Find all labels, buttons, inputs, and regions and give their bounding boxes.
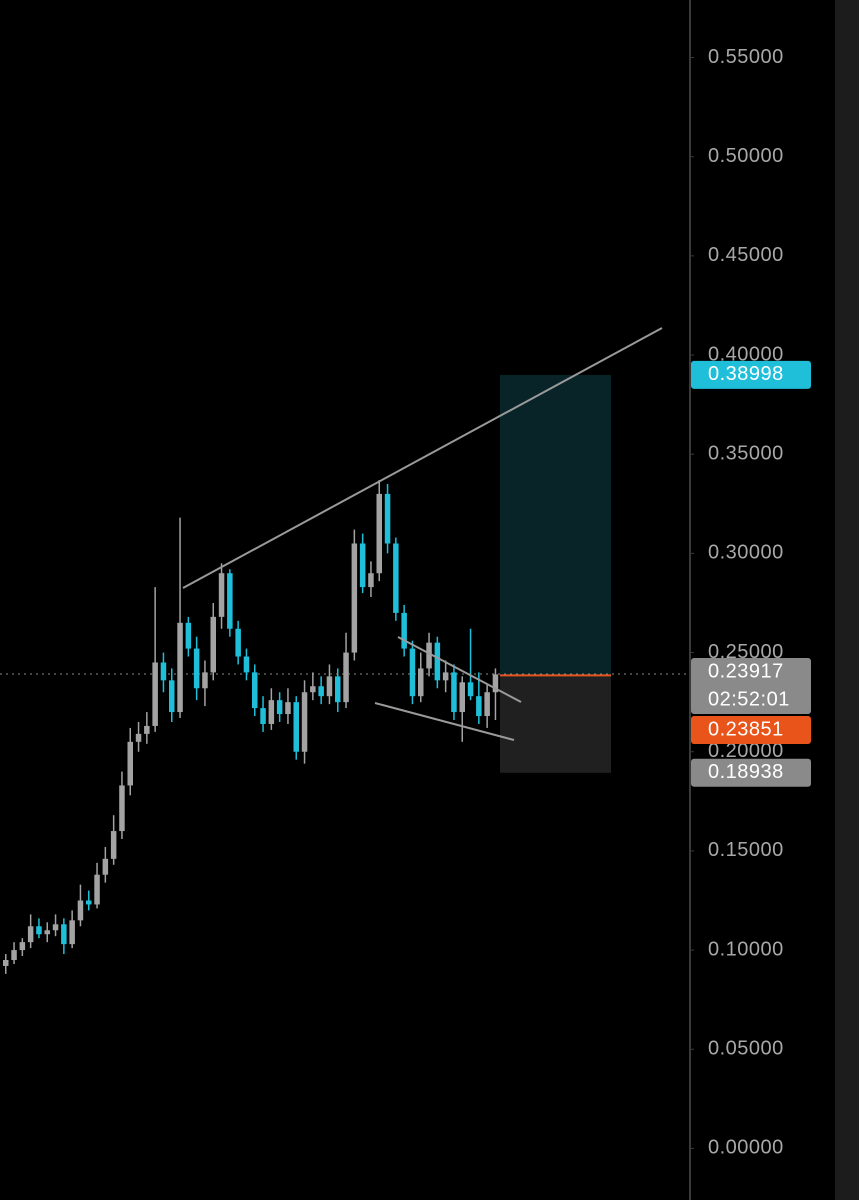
candle-body (492, 674, 499, 693)
candle-body (310, 686, 316, 693)
price-axis: 0.00000 0.05000 0.10000 0.15000 0.20000 0.250… (690, 46, 811, 1159)
y-tick-label: 0.25000 (708, 641, 784, 663)
candle-body (210, 616, 216, 673)
candle-body (351, 543, 358, 653)
candle-body (3, 960, 9, 966)
price-badge-label: 0.38998 (708, 363, 784, 385)
candle-body (86, 900, 92, 905)
y-tick-label: 0.35000 (708, 442, 784, 464)
candle-body (285, 702, 291, 715)
trend-line (374, 702, 515, 741)
candle-body (94, 874, 100, 905)
candle-body (484, 692, 490, 717)
candle-body (335, 676, 341, 703)
scrollbar (835, 0, 859, 1200)
price-badge (691, 360, 811, 389)
candle-body (135, 733, 142, 742)
plot-area (0, 374, 690, 974)
candle-body (343, 652, 349, 703)
candle-body (61, 924, 67, 945)
candle-body (144, 725, 150, 734)
candle-body (252, 672, 258, 709)
y-tick-label: 0.50000 (708, 145, 784, 167)
y-tick-label: 0.10000 (708, 938, 784, 960)
candle-body (359, 543, 366, 588)
candle-body (119, 785, 125, 832)
candle-body (260, 708, 266, 724)
candle-body (376, 493, 382, 574)
price-badge (691, 758, 811, 787)
candle-body (77, 900, 84, 921)
candle-body (393, 543, 399, 613)
candle-body (177, 622, 183, 713)
y-tick-label: 0.00000 (708, 1137, 784, 1159)
candle-body (442, 672, 449, 681)
candle-body (301, 692, 308, 752)
price-badge (691, 658, 811, 715)
y-tick-label: 0.40000 (708, 343, 784, 365)
candle-body (11, 950, 17, 960)
profit-zone (500, 374, 611, 676)
candle-body (268, 700, 275, 724)
candle-body (409, 648, 416, 697)
candle-body (169, 680, 175, 713)
candle-body (434, 642, 441, 681)
candle-body (152, 662, 158, 726)
y-tick-label: 0.55000 (708, 46, 784, 68)
candle-body (418, 668, 424, 697)
candle-body (451, 672, 457, 713)
price-badge-label: 0.23851 (708, 718, 784, 740)
trend-line (397, 636, 522, 703)
countdown-label: 02:52:01 (708, 688, 790, 710)
candle-body (193, 648, 200, 689)
candle-body (293, 702, 299, 752)
candle-body (160, 662, 167, 681)
candle-body (127, 741, 133, 786)
y-tick-label: 0.05000 (708, 1038, 784, 1060)
candle-body (467, 682, 474, 697)
candle-body (426, 642, 432, 669)
candle-body (459, 682, 465, 713)
candle-body (401, 612, 407, 649)
candle-body (69, 920, 75, 945)
candle-body (218, 573, 225, 617)
candle-body (476, 696, 482, 717)
price-badge (691, 716, 811, 745)
y-tick-label: 0.15000 (708, 839, 784, 861)
candle-body (185, 622, 192, 649)
trend-line (182, 327, 663, 589)
candle-body (202, 672, 208, 689)
candle-body (318, 686, 324, 697)
candle-body (276, 700, 283, 715)
price-badge-label: 0.18938 (708, 761, 784, 783)
y-tick-label: 0.20000 (708, 740, 784, 762)
candle-body (36, 926, 42, 935)
candle-body (243, 656, 250, 673)
candle-body (110, 831, 117, 859)
candle-body (19, 942, 26, 951)
candle-body (227, 573, 233, 629)
y-tick-label: 0.30000 (708, 542, 784, 564)
candle-body (44, 930, 50, 935)
candle-body (235, 628, 241, 657)
y-tick-label: 0.45000 (708, 244, 784, 266)
candle-body (326, 676, 333, 697)
candle-body (52, 924, 59, 931)
candle-body (368, 573, 374, 588)
candle-body (27, 926, 34, 943)
candle-body (384, 493, 391, 544)
loss-zone (500, 675, 611, 773)
candle-body (102, 858, 109, 875)
price-badge-label: 0.23917 (708, 660, 784, 682)
